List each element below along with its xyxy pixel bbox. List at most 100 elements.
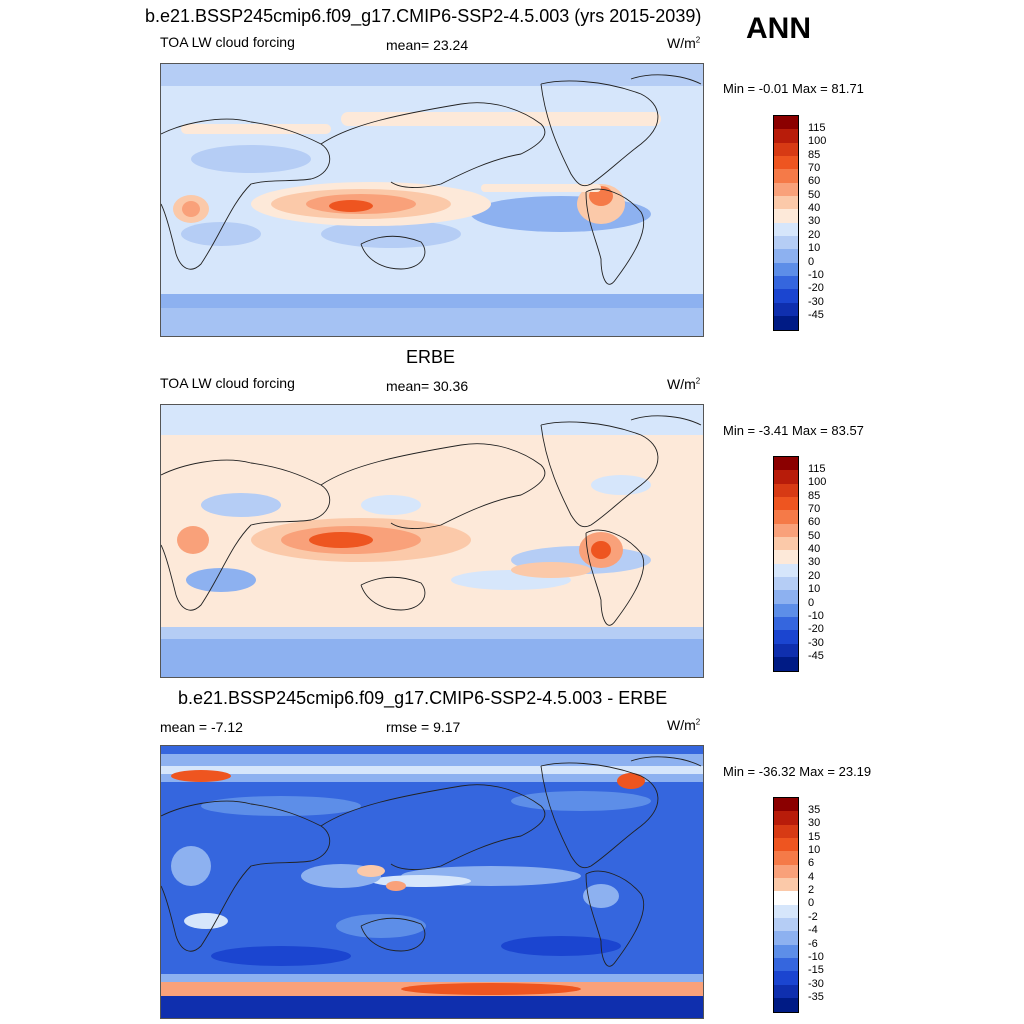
season-label: ANN	[746, 12, 811, 45]
colorbar-tick-label: 40	[808, 543, 821, 556]
colorbar-tick-label: -45	[808, 308, 824, 321]
panel-2-colorbar	[773, 456, 799, 672]
colorbar-segment	[774, 262, 798, 277]
panel-3-units: W/m2	[667, 717, 701, 733]
colorbar-tick-label: 10	[808, 844, 821, 857]
panel-1-units: W/m2	[667, 35, 701, 51]
colorbar-tick-label: -2	[808, 910, 818, 923]
panel-1-variable-label: TOA LW cloud forcing	[160, 34, 295, 50]
colorbar-segment	[774, 222, 798, 237]
colorbar-segment	[774, 129, 798, 143]
panel-1-minmax: Min = -0.01 Max = 81.71	[723, 81, 864, 96]
colorbar-segment	[774, 510, 798, 524]
colorbar-tick-label: -20	[808, 623, 824, 636]
colorbar-tick-label: 30	[808, 556, 821, 569]
colorbar-segment	[774, 196, 798, 210]
colorbar-segment	[774, 142, 798, 157]
colorbar-tick-label: 50	[808, 529, 821, 542]
colorbar-segment	[774, 617, 798, 631]
panel-3-title: b.e21.BSSP245cmip6.f09_g17.CMIP6-SSP2-4.…	[178, 688, 668, 708]
colorbar-tick-label: 30	[808, 215, 821, 228]
colorbar-segment	[774, 156, 798, 170]
panel-1-mean-label: mean= 23.24	[386, 37, 469, 53]
colorbar-segment	[774, 878, 798, 892]
panel-1-colorbar	[773, 115, 799, 331]
colorbar-tick-label: -15	[808, 964, 824, 977]
colorbar-tick-label: 85	[808, 489, 821, 502]
colorbar-segment	[774, 457, 798, 471]
colorbar-tick-label: 0	[808, 255, 815, 268]
colorbar-tick-label: -35	[808, 990, 824, 1003]
panel-2-map	[160, 404, 704, 678]
colorbar-segment	[774, 483, 798, 498]
colorbar-tick-label: 0	[808, 596, 815, 609]
colorbar-segment	[774, 550, 798, 564]
panel-2-title: ERBE	[406, 347, 456, 367]
panel-3-map	[160, 745, 704, 1019]
colorbar-segment	[774, 470, 798, 484]
colorbar-tick-label: 10	[808, 583, 821, 596]
panel-2-mean-label: mean= 30.36	[386, 378, 469, 394]
colorbar-segment	[774, 577, 798, 591]
colorbar-segment	[774, 316, 798, 330]
colorbar-segment	[774, 182, 798, 197]
colorbar-tick-label: 85	[808, 148, 821, 161]
colorbar-segment	[774, 944, 798, 959]
panel-3-rmse-label: rmse = 9.17	[386, 719, 461, 735]
colorbar-segment	[774, 918, 798, 932]
panel-3-minmax: Min = -36.32 Max = 23.19	[723, 764, 872, 779]
colorbar-tick-label: 60	[808, 175, 821, 188]
colorbar-tick-label: 100	[808, 135, 827, 148]
colorbar-tick-label: 115	[808, 122, 826, 134]
colorbar-tick-label: 70	[808, 162, 821, 175]
colorbar-tick-label: 35	[808, 804, 821, 816]
colorbar-segment	[774, 289, 798, 303]
colorbar-segment	[774, 116, 798, 130]
colorbar-tick-label: 40	[808, 202, 821, 215]
colorbar-segment	[774, 590, 798, 604]
colorbar-tick-label: 15	[808, 830, 821, 843]
colorbar-segment	[774, 657, 798, 671]
colorbar-tick-label: 70	[808, 503, 821, 516]
colorbar-segment	[774, 984, 798, 999]
colorbar-tick-label: 4	[808, 870, 815, 883]
colorbar-segment	[774, 811, 798, 825]
colorbar-segment	[774, 523, 798, 538]
colorbar-segment	[774, 563, 798, 578]
colorbar-tick-label: 30	[808, 817, 821, 830]
panel-1-map	[160, 63, 704, 337]
colorbar-segment	[774, 851, 798, 865]
colorbar-segment	[774, 864, 798, 879]
panel-2-minmax: Min = -3.41 Max = 83.57	[723, 423, 864, 438]
colorbar-tick-label: 20	[808, 569, 821, 582]
colorbar-segment	[774, 931, 798, 945]
colorbar-tick-label: 60	[808, 516, 821, 529]
colorbar-segment	[774, 209, 798, 223]
colorbar-tick-label: -20	[808, 282, 824, 295]
colorbar-segment	[774, 998, 798, 1012]
colorbar-tick-label: 10	[808, 242, 821, 255]
colorbar-tick-label: 0	[808, 897, 815, 910]
colorbar-segment	[774, 798, 798, 812]
colorbar-tick-label: 100	[808, 476, 827, 489]
panel-3-colorbar	[773, 797, 799, 1013]
colorbar-segment	[774, 643, 798, 658]
colorbar-segment	[774, 958, 798, 972]
colorbar-tick-label: 115	[808, 463, 826, 475]
colorbar-segment	[774, 824, 798, 839]
colorbar-tick-label: -45	[808, 649, 824, 662]
colorbar-segment	[774, 276, 798, 290]
colorbar-segment	[774, 302, 798, 317]
colorbar-tick-label: -30	[808, 295, 824, 308]
panel-1-title: b.e21.BSSP245cmip6.f09_g17.CMIP6-SSP2-4.…	[145, 6, 702, 26]
colorbar-tick-label: -30	[808, 977, 824, 990]
colorbar-tick-label: 20	[808, 228, 821, 241]
colorbar-segment	[774, 169, 798, 183]
colorbar-segment	[774, 891, 798, 905]
colorbar-tick-label: -6	[808, 937, 818, 950]
colorbar-segment	[774, 236, 798, 250]
colorbar-tick-label: -30	[808, 636, 824, 649]
colorbar-tick-label: -4	[808, 924, 818, 937]
colorbar-tick-label: -10	[808, 609, 824, 622]
colorbar-segment	[774, 603, 798, 618]
